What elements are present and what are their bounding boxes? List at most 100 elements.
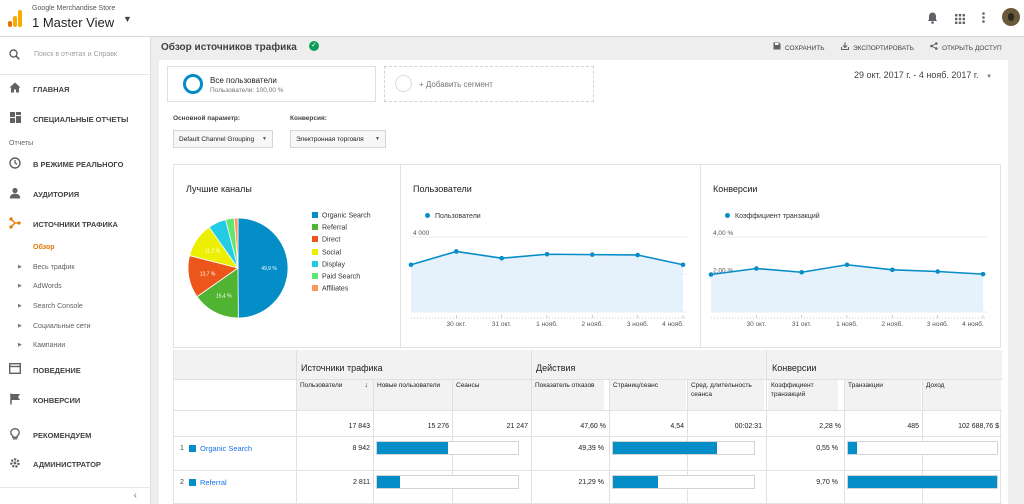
caret-down-icon: ▼ bbox=[986, 74, 993, 80]
legend-item-display[interactable]: Display bbox=[312, 260, 345, 268]
col-transactions[interactable]: Транзакции bbox=[845, 380, 921, 410]
save-button[interactable]: СОХРАНИТЬ bbox=[773, 42, 825, 52]
avatar[interactable] bbox=[1002, 8, 1020, 26]
col-bounce-rate[interactable]: Показатель отказов bbox=[532, 380, 604, 410]
legend-item-social[interactable]: Social bbox=[312, 248, 342, 257]
pie-slice-affiliates[interactable] bbox=[233, 217, 239, 269]
sidebar-item-label: ГЛАВНАЯ bbox=[33, 85, 70, 94]
legend-label: Social bbox=[322, 249, 342, 257]
sidebar-subitem-label: Обзор bbox=[33, 244, 55, 251]
data-point[interactable] bbox=[890, 267, 895, 273]
pie-slice-organic-search[interactable] bbox=[237, 217, 289, 319]
pie-slice-referral[interactable] bbox=[196, 267, 239, 319]
data-point[interactable] bbox=[408, 262, 414, 268]
caret-down-icon: ▼ bbox=[262, 136, 267, 142]
data-point[interactable] bbox=[708, 272, 714, 277]
sidebar-item-audience[interactable]: АУДИТОРИЯ bbox=[0, 183, 151, 205]
legend-item-affiliates[interactable]: Affiliates bbox=[312, 285, 348, 293]
account-name: Google Merchandise Store bbox=[32, 5, 116, 12]
col-users[interactable]: Пользователи ↓ bbox=[297, 380, 373, 410]
data-point[interactable] bbox=[980, 271, 986, 277]
data-point[interactable] bbox=[499, 255, 504, 261]
col-pages-per-session[interactable]: Страниц/сеанс bbox=[610, 380, 686, 410]
total-cell: 21 247 bbox=[506, 423, 528, 430]
sidebar-subitem-adwords[interactable]: ▶ AdWords bbox=[0, 279, 151, 295]
data-point[interactable] bbox=[544, 251, 550, 257]
share-button[interactable]: ОТКРЫТЬ ДОСТУП bbox=[930, 42, 1002, 52]
data-point[interactable] bbox=[680, 262, 686, 268]
bounce-bar bbox=[612, 475, 755, 489]
area-fill bbox=[711, 264, 983, 312]
y-tick-label: 4,00 % bbox=[713, 230, 733, 237]
sidebar-item-custom-reports[interactable]: СПЕЦИАЛЬНЫЕ ОТЧЕТЫ bbox=[0, 108, 151, 130]
sidebar-item-conversions[interactable]: КОНВЕРСИИ bbox=[0, 389, 151, 411]
col-avg-session-duration[interactable]: Сред. длительность сеанса bbox=[688, 380, 764, 410]
sidebar-subitem-overview[interactable]: Обзор bbox=[0, 240, 151, 256]
legend-item-paid-search[interactable]: Paid Search bbox=[312, 273, 360, 281]
data-point[interactable] bbox=[635, 252, 640, 258]
conversion-select[interactable]: Электронная торговля ▼ bbox=[290, 130, 386, 148]
divider bbox=[531, 350, 532, 504]
sidebar-subitem-campaigns[interactable]: ▶ Кампании bbox=[0, 338, 151, 354]
group-acquisition: Источники трафика bbox=[301, 363, 383, 373]
col-revenue[interactable]: Доход bbox=[923, 380, 1001, 410]
x-tick-label: 30 окт. bbox=[747, 321, 767, 328]
col-new-users[interactable]: Новые пользователи bbox=[374, 380, 452, 410]
channel-link[interactable]: Referral bbox=[200, 478, 227, 487]
sidebar-item-behavior[interactable]: ПОВЕДЕНИЕ bbox=[0, 359, 151, 381]
add-segment-button[interactable]: + Добавить сегмент bbox=[384, 66, 594, 102]
x-tick-label: 3 нояб. bbox=[627, 320, 649, 328]
col-sessions[interactable]: Сеансы bbox=[453, 380, 531, 410]
legend-label: Organic Search bbox=[322, 212, 371, 220]
top-channels-panel: Лучшие каналы 49,9 % 15,4 % 13,7 % 11,2 % O… bbox=[174, 165, 400, 347]
divider bbox=[296, 350, 297, 504]
sidebar-item-home[interactable]: ГЛАВНАЯ bbox=[0, 78, 151, 100]
conversions-legend: Коэффициент транзакций bbox=[725, 213, 820, 220]
legend-swatch bbox=[312, 248, 318, 255]
sidebar-item-discover[interactable]: РЕКОМЕНДУЕМ bbox=[0, 424, 151, 446]
row-color-swatch bbox=[189, 479, 196, 486]
more-vert-icon[interactable] bbox=[982, 12, 985, 26]
sidebar-search[interactable]: Поиск в отчетах и Справк bbox=[0, 37, 150, 75]
data-point[interactable] bbox=[799, 269, 804, 275]
sidebar-subitem-search-console[interactable]: ▶ Search Console bbox=[0, 299, 151, 315]
sidebar-collapse-button[interactable]: ‹ bbox=[0, 487, 151, 504]
bell-icon[interactable] bbox=[927, 12, 938, 27]
col-transaction-rate[interactable]: Коэффициент транзакций bbox=[768, 380, 838, 410]
data-point[interactable] bbox=[590, 252, 595, 257]
search-input[interactable]: Поиск в отчетах и Справк bbox=[34, 51, 117, 58]
date-range-picker[interactable]: 29 окт. 2017 г. - 4 нояб. 2017 г. ▼ bbox=[854, 70, 992, 80]
view-selector[interactable]: 1 Master View bbox=[32, 15, 115, 30]
pie-chart[interactable]: 49,9 % 15,4 % 13,7 % 11,2 % bbox=[174, 165, 400, 347]
chart-title: Лучшие каналы bbox=[186, 184, 252, 194]
share-label: ОТКРЫТЬ ДОСТУП bbox=[942, 45, 1002, 52]
data-point[interactable] bbox=[935, 269, 940, 274]
analytics-logo[interactable] bbox=[8, 9, 22, 27]
conversion-label: Конверсия: bbox=[290, 115, 327, 122]
sidebar-item-realtime[interactable]: В РЕЖИМЕ РЕАЛЬНОГО bbox=[0, 153, 151, 175]
legend-item-direct[interactable]: Direct bbox=[312, 236, 340, 244]
apps-grid-icon[interactable] bbox=[955, 13, 965, 27]
data-point[interactable] bbox=[844, 262, 850, 268]
home-icon bbox=[9, 82, 21, 94]
legend-item-referral[interactable]: Referral bbox=[312, 224, 347, 232]
legend-item-organic-search[interactable]: Organic Search bbox=[312, 212, 371, 220]
primary-dimension-select[interactable]: Default Channel Grouping ▼ bbox=[173, 130, 273, 148]
sidebar-item-acquisition[interactable]: ИСТОЧНИКИ ТРАФИКА bbox=[0, 213, 151, 235]
sidebar-subitem-social[interactable]: ▶ Социальные сети bbox=[0, 319, 151, 335]
export-button[interactable]: ЭКСПОРТИРОВАТЬ bbox=[840, 42, 914, 52]
sidebar-item-label: РЕКОМЕНДУЕМ bbox=[33, 431, 92, 440]
channel-link[interactable]: Organic Search bbox=[200, 444, 253, 453]
segment-title: Все пользователи bbox=[210, 76, 277, 85]
chevron-down-icon[interactable]: ▼ bbox=[123, 14, 132, 24]
sidebar-subitem-all-traffic[interactable]: ▶ Весь трафик bbox=[0, 260, 151, 276]
segment-all-users[interactable]: Все пользователи Пользователи: 100,00 % bbox=[167, 66, 376, 102]
gear-icon bbox=[9, 457, 21, 469]
sidebar-item-admin[interactable]: АДМИНИСТРАТОР bbox=[0, 453, 151, 475]
data-point[interactable] bbox=[454, 249, 459, 254]
total-cell: 485 bbox=[907, 423, 919, 430]
conversion-line-chart[interactable]: 4,00 % 2,00 % 30 окт. 31 окт. 1 нояб. 2 нояб.… bbox=[701, 165, 1001, 347]
data-point[interactable] bbox=[754, 266, 759, 271]
